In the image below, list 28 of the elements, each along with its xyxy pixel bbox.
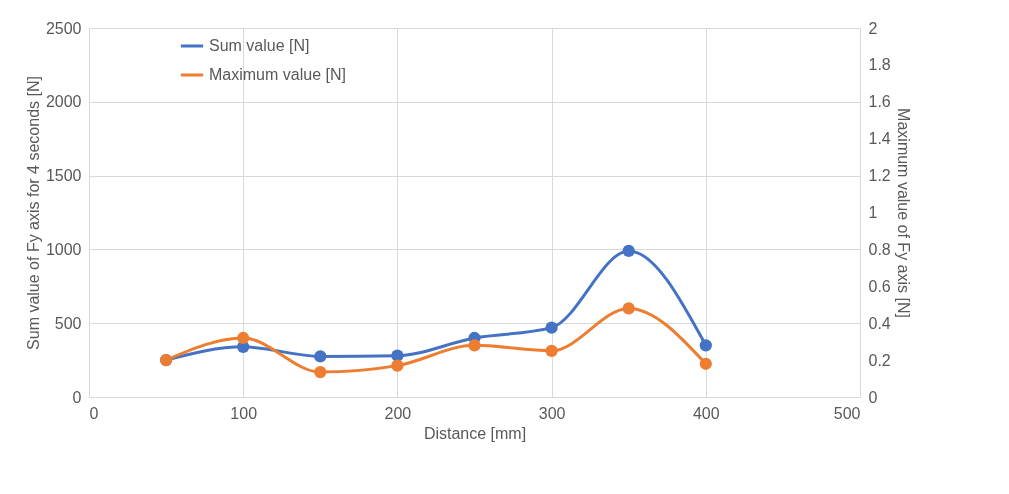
y-tick-label: 1000: [45, 240, 82, 258]
y-axis-title: Sum value of Fy axis for 4 seconds [N]: [24, 76, 42, 350]
y2-tick-label: 0.8: [868, 240, 891, 258]
y2-tick-label: 0.4: [868, 314, 891, 332]
y-tick-label: 1500: [45, 167, 82, 185]
x-tick-label: 200: [384, 404, 412, 422]
y2-tick-label: 1: [868, 204, 878, 221]
y-tick-label: 2500: [45, 19, 82, 37]
y2-tick-label: 1.8: [868, 56, 891, 74]
y2-tick-label: 2: [868, 19, 878, 37]
y2-tick-label: 1.2: [868, 167, 891, 185]
y2-tick-label: 0.2: [868, 351, 891, 369]
y2-tick-label: 1.4: [868, 130, 891, 148]
legend-label: Maximum value [N]: [209, 66, 346, 83]
x-tick-label: 100: [230, 404, 258, 422]
x-tick-label: 0: [89, 404, 99, 422]
legend-label: Sum value [N]: [209, 37, 310, 54]
y2-axis-title: Maximum value of Fy axis [N]: [894, 108, 912, 318]
y-tick-label: 500: [54, 314, 82, 332]
x-tick-label: 300: [538, 404, 566, 422]
y2-tick-label: 1.6: [868, 93, 891, 111]
y2-tick-label: 0: [868, 388, 878, 406]
x-tick-label: 500: [833, 404, 861, 422]
y2-tick-label: 0.6: [868, 277, 891, 295]
y-tick-label: 0: [72, 388, 82, 406]
x-tick-label: 400: [692, 404, 720, 422]
x-axis-title: Distance [mm]: [423, 424, 527, 442]
y-tick-label: 2000: [45, 93, 82, 111]
